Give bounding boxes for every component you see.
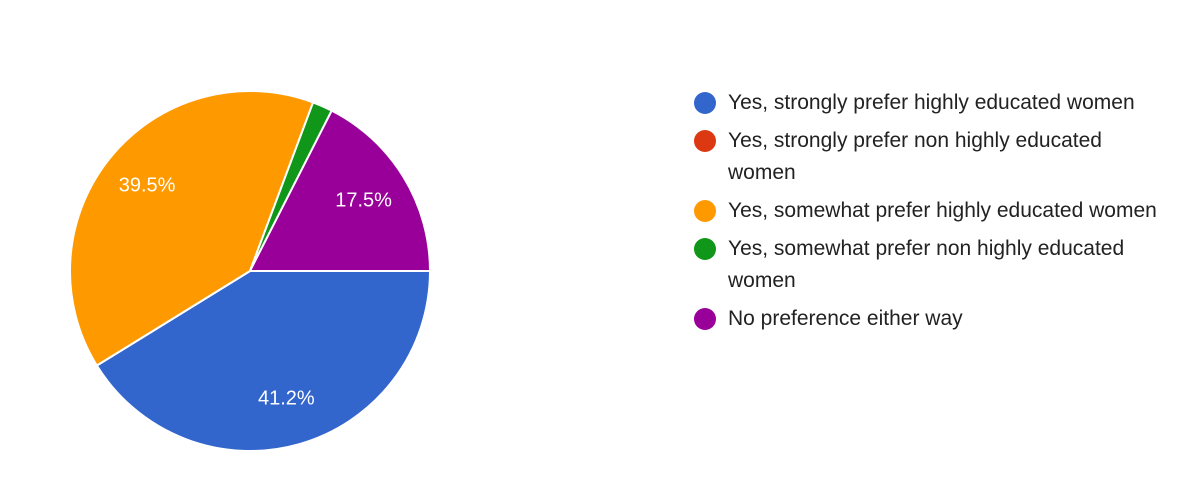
legend-marker [694, 130, 716, 152]
legend-label: Yes, strongly prefer non highly educated… [728, 129, 1102, 184]
pie-slice [95, 270, 432, 452]
legend-item: Yes, somewhat prefer non highly educated… [694, 233, 1168, 297]
legend: Yes, strongly prefer highly educated wom… [694, 87, 1168, 335]
legend-label: Yes, strongly prefer highly educated wom… [728, 91, 1135, 114]
legend-item: No preference either way [694, 303, 1168, 335]
legend-label: Yes, somewhat prefer non highly educated… [728, 237, 1125, 292]
data-label: 39.5% [119, 175, 176, 197]
data-label: 41.2% [258, 387, 315, 409]
legend-item: Yes, strongly prefer non highly educated… [694, 125, 1168, 189]
legend-item: Yes, strongly prefer highly educated wom… [694, 87, 1168, 119]
legend-marker [694, 92, 716, 114]
chart: 41.2% 39.5% 17.5% [69, 90, 432, 452]
legend-label: Yes, somewhat prefer highly educated wom… [728, 199, 1157, 222]
legend-marker [694, 238, 716, 260]
legend-marker [694, 200, 716, 222]
pie-slice [69, 90, 315, 367]
legend-label: No preference either way [728, 307, 963, 330]
legend-item: Yes, somewhat prefer highly educated wom… [694, 195, 1168, 227]
data-label: 17.5% [335, 190, 392, 212]
pie-slice [248, 109, 432, 272]
legend-marker [694, 308, 716, 330]
